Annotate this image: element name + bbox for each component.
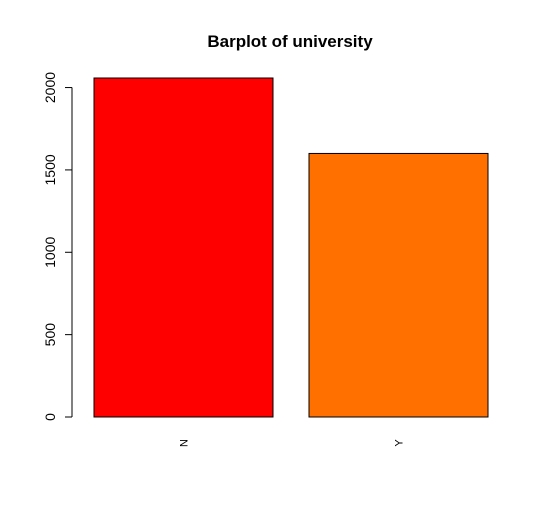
bars <box>93 77 489 418</box>
bar-n <box>93 77 274 418</box>
y-axis: 0 500 1000 1500 2000 <box>42 72 73 421</box>
y-tick-label: 500 <box>42 323 58 347</box>
y-tick-label: 1500 <box>42 154 58 185</box>
x-tick-label: N <box>179 439 191 447</box>
x-tick-label: Y <box>394 439 406 447</box>
y-tick-label: 0 <box>42 413 58 421</box>
y-tick-label: 2000 <box>42 72 58 103</box>
y-tick-label: 1000 <box>42 236 58 267</box>
bar-y <box>308 152 489 418</box>
chart-title: Barplot of university <box>207 32 373 51</box>
